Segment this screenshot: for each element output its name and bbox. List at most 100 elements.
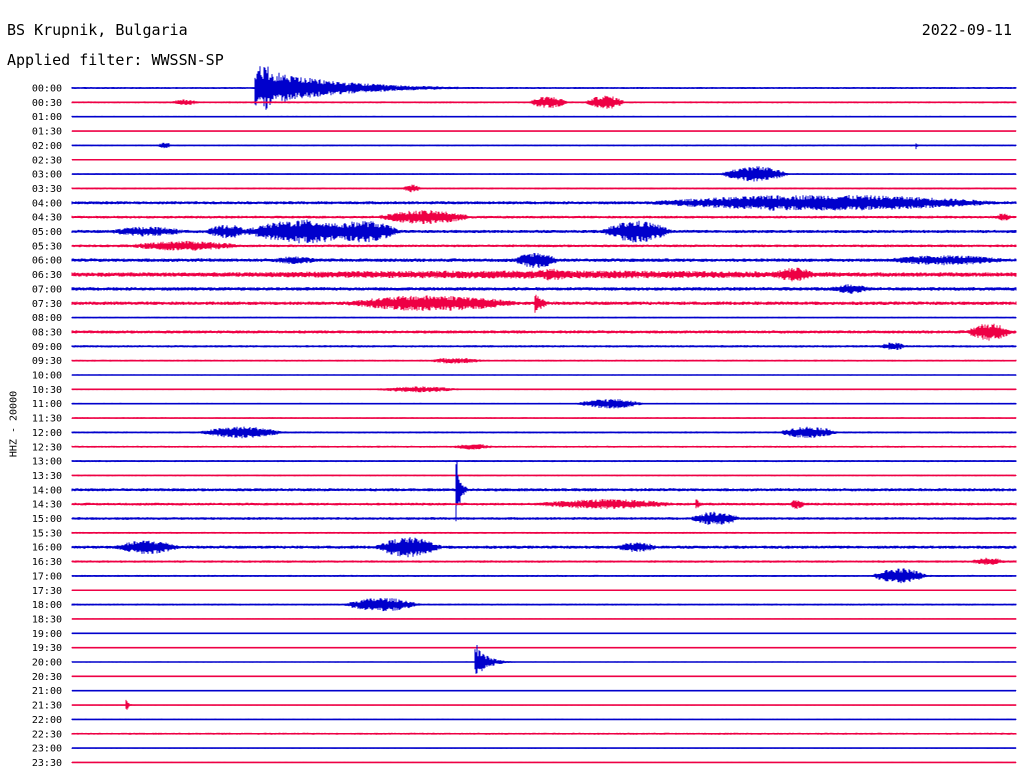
trace-time-label: 04:30: [32, 213, 62, 224]
trace-time-label: 04:00: [32, 198, 62, 209]
seismic-trace: [71, 531, 1017, 534]
trace-time-label: 11:00: [32, 399, 62, 410]
trace-time-label: 09:00: [32, 342, 62, 353]
trace-time-label: 06:00: [32, 256, 62, 267]
trace-time-label: 00:30: [32, 98, 62, 109]
trace-time-label: 18:30: [32, 614, 62, 625]
seismic-trace: [71, 184, 1017, 193]
trace-time-label: 06:30: [32, 270, 62, 281]
seismic-trace: [71, 159, 1017, 161]
seismic-trace: [71, 761, 1017, 763]
trace-time-label: 09:30: [32, 356, 62, 367]
trace-time-label: 05:00: [32, 227, 62, 238]
trace-time-label: 03:00: [32, 170, 62, 181]
seismic-trace: [71, 219, 1017, 244]
trace-time-label: 22:00: [32, 715, 62, 726]
trace-time-label: 12:00: [32, 428, 62, 439]
seismic-trace: [71, 511, 1017, 525]
trace-time-label: 18:00: [32, 600, 62, 611]
trace-time-label: 05:30: [32, 241, 62, 252]
trace-time-label: 23:30: [32, 758, 62, 769]
trace-time-label: 16:00: [32, 543, 62, 554]
trace-time-label: 02:00: [32, 141, 62, 152]
trace-time-label: 13:30: [32, 471, 62, 482]
filter-label: Applied filter: WWSSN-SP: [7, 51, 224, 69]
trace-time-label: 19:30: [32, 643, 62, 654]
seismic-trace: [71, 647, 1017, 649]
trace-time-label: 07:30: [32, 299, 62, 310]
seismic-trace: [71, 537, 1017, 558]
trace-time-label: 03:30: [32, 184, 62, 195]
trace-time-label: 08:00: [32, 313, 62, 324]
seismic-trace: [71, 675, 1017, 677]
seismic-trace: [71, 499, 1017, 510]
trace-time-label: 21:00: [32, 686, 62, 697]
seismic-trace: [71, 142, 1017, 150]
date-label: 2022-09-11: [921, 21, 1012, 39]
trace-time-label: 10:00: [32, 371, 62, 382]
trace-time-label: 20:00: [32, 658, 62, 669]
trace-time-label: 17:30: [32, 586, 62, 597]
trace-time-label: 02:30: [32, 155, 62, 166]
seismic-trace: [71, 460, 1017, 463]
seismic-trace: [71, 95, 1017, 109]
seismic-trace: [71, 195, 1017, 211]
trace-time-label: 21:30: [32, 701, 62, 712]
seismic-trace: [71, 444, 1017, 450]
seismic-trace: [71, 166, 1017, 182]
seismic-trace: [71, 632, 1017, 634]
trace-time-label: 13:00: [32, 457, 62, 468]
trace-time-label: 19:00: [32, 629, 62, 640]
seismic-trace: [71, 358, 1017, 364]
seismic-trace: [71, 323, 1017, 341]
seismic-trace: [71, 426, 1017, 439]
trace-time-label: 22:30: [32, 729, 62, 740]
trace-time-label: 23:00: [32, 744, 62, 755]
seismic-trace: [71, 399, 1017, 409]
trace-time-label: 17:00: [32, 571, 62, 582]
seismic-trace: [71, 557, 1017, 565]
trace-time-label: 14:30: [32, 500, 62, 511]
trace-time-label: 20:30: [32, 672, 62, 683]
seismic-trace: [71, 718, 1017, 720]
trace-time-label: 10:30: [32, 385, 62, 396]
seismic-trace: [71, 618, 1017, 620]
seismic-trace: [71, 115, 1017, 118]
trace-time-label: 11:30: [32, 414, 62, 425]
seismic-trace: [71, 253, 1017, 268]
seismic-trace: [71, 568, 1017, 584]
station-title: BS Krupnik, Bulgaria: [7, 21, 188, 39]
trace-time-label: 15:30: [32, 528, 62, 539]
trace-time-label: 14:00: [32, 485, 62, 496]
trace-time-label: 16:30: [32, 557, 62, 568]
trace-time-label: 15:00: [32, 514, 62, 525]
seismic-trace: [71, 386, 1017, 393]
trace-time-label: 01:30: [32, 127, 62, 138]
seismic-trace: [71, 284, 1017, 294]
trace-time-label: 00:00: [32, 84, 62, 95]
trace-time-label: 12:30: [32, 442, 62, 453]
seismic-trace: [71, 598, 1017, 612]
seismic-trace: [71, 130, 1017, 132]
seismic-trace: [71, 589, 1017, 591]
seismic-trace: [71, 342, 1017, 350]
seismic-trace: [71, 460, 1017, 522]
seismic-trace: [71, 417, 1017, 419]
seismic-trace: [71, 645, 1017, 674]
seismic-trace: [71, 210, 1017, 224]
seismic-trace: [71, 267, 1017, 282]
seismic-trace: [71, 240, 1017, 251]
seismic-trace: [71, 374, 1017, 376]
seismic-trace: [71, 690, 1017, 692]
trace-time-label: 08:30: [32, 327, 62, 338]
seismic-trace: [71, 474, 1017, 477]
seismic-trace: [71, 66, 1017, 110]
seismic-trace: [71, 747, 1017, 749]
seismic-trace: [71, 294, 1017, 313]
seismic-trace: [71, 316, 1017, 319]
seismic-trace: [71, 699, 1017, 710]
trace-time-label: 01:00: [32, 112, 62, 123]
seismic-trace: [71, 732, 1017, 735]
